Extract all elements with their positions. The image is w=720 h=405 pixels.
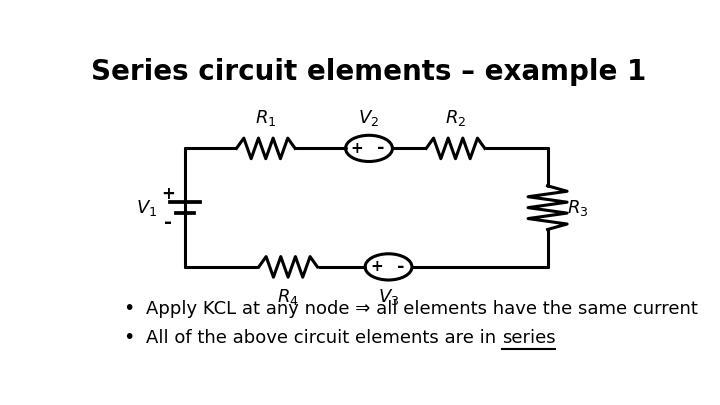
Text: $V_2$: $V_2$	[359, 108, 379, 128]
Text: $V_3$: $V_3$	[378, 287, 399, 307]
Text: -: -	[397, 258, 405, 276]
Text: series: series	[502, 329, 555, 347]
Text: +: +	[351, 141, 363, 156]
Text: +: +	[370, 259, 383, 275]
Text: $V_1$: $V_1$	[136, 198, 158, 217]
Text: $R_2$: $R_2$	[445, 108, 466, 128]
Text: $R_3$: $R_3$	[567, 198, 588, 217]
Text: +: +	[161, 185, 175, 202]
Text: All of the above circuit elements are in: All of the above circuit elements are in	[145, 329, 502, 347]
Text: Apply KCL at any node ⇒ all elements have the same current: Apply KCL at any node ⇒ all elements hav…	[145, 300, 698, 318]
Text: •: •	[123, 328, 135, 347]
Text: Series circuit elements – example 1: Series circuit elements – example 1	[91, 58, 647, 86]
Text: $R_4$: $R_4$	[277, 287, 299, 307]
Text: -: -	[164, 213, 172, 232]
Text: -: -	[377, 139, 385, 158]
Text: •: •	[123, 299, 135, 318]
Text: $R_1$: $R_1$	[255, 108, 276, 128]
